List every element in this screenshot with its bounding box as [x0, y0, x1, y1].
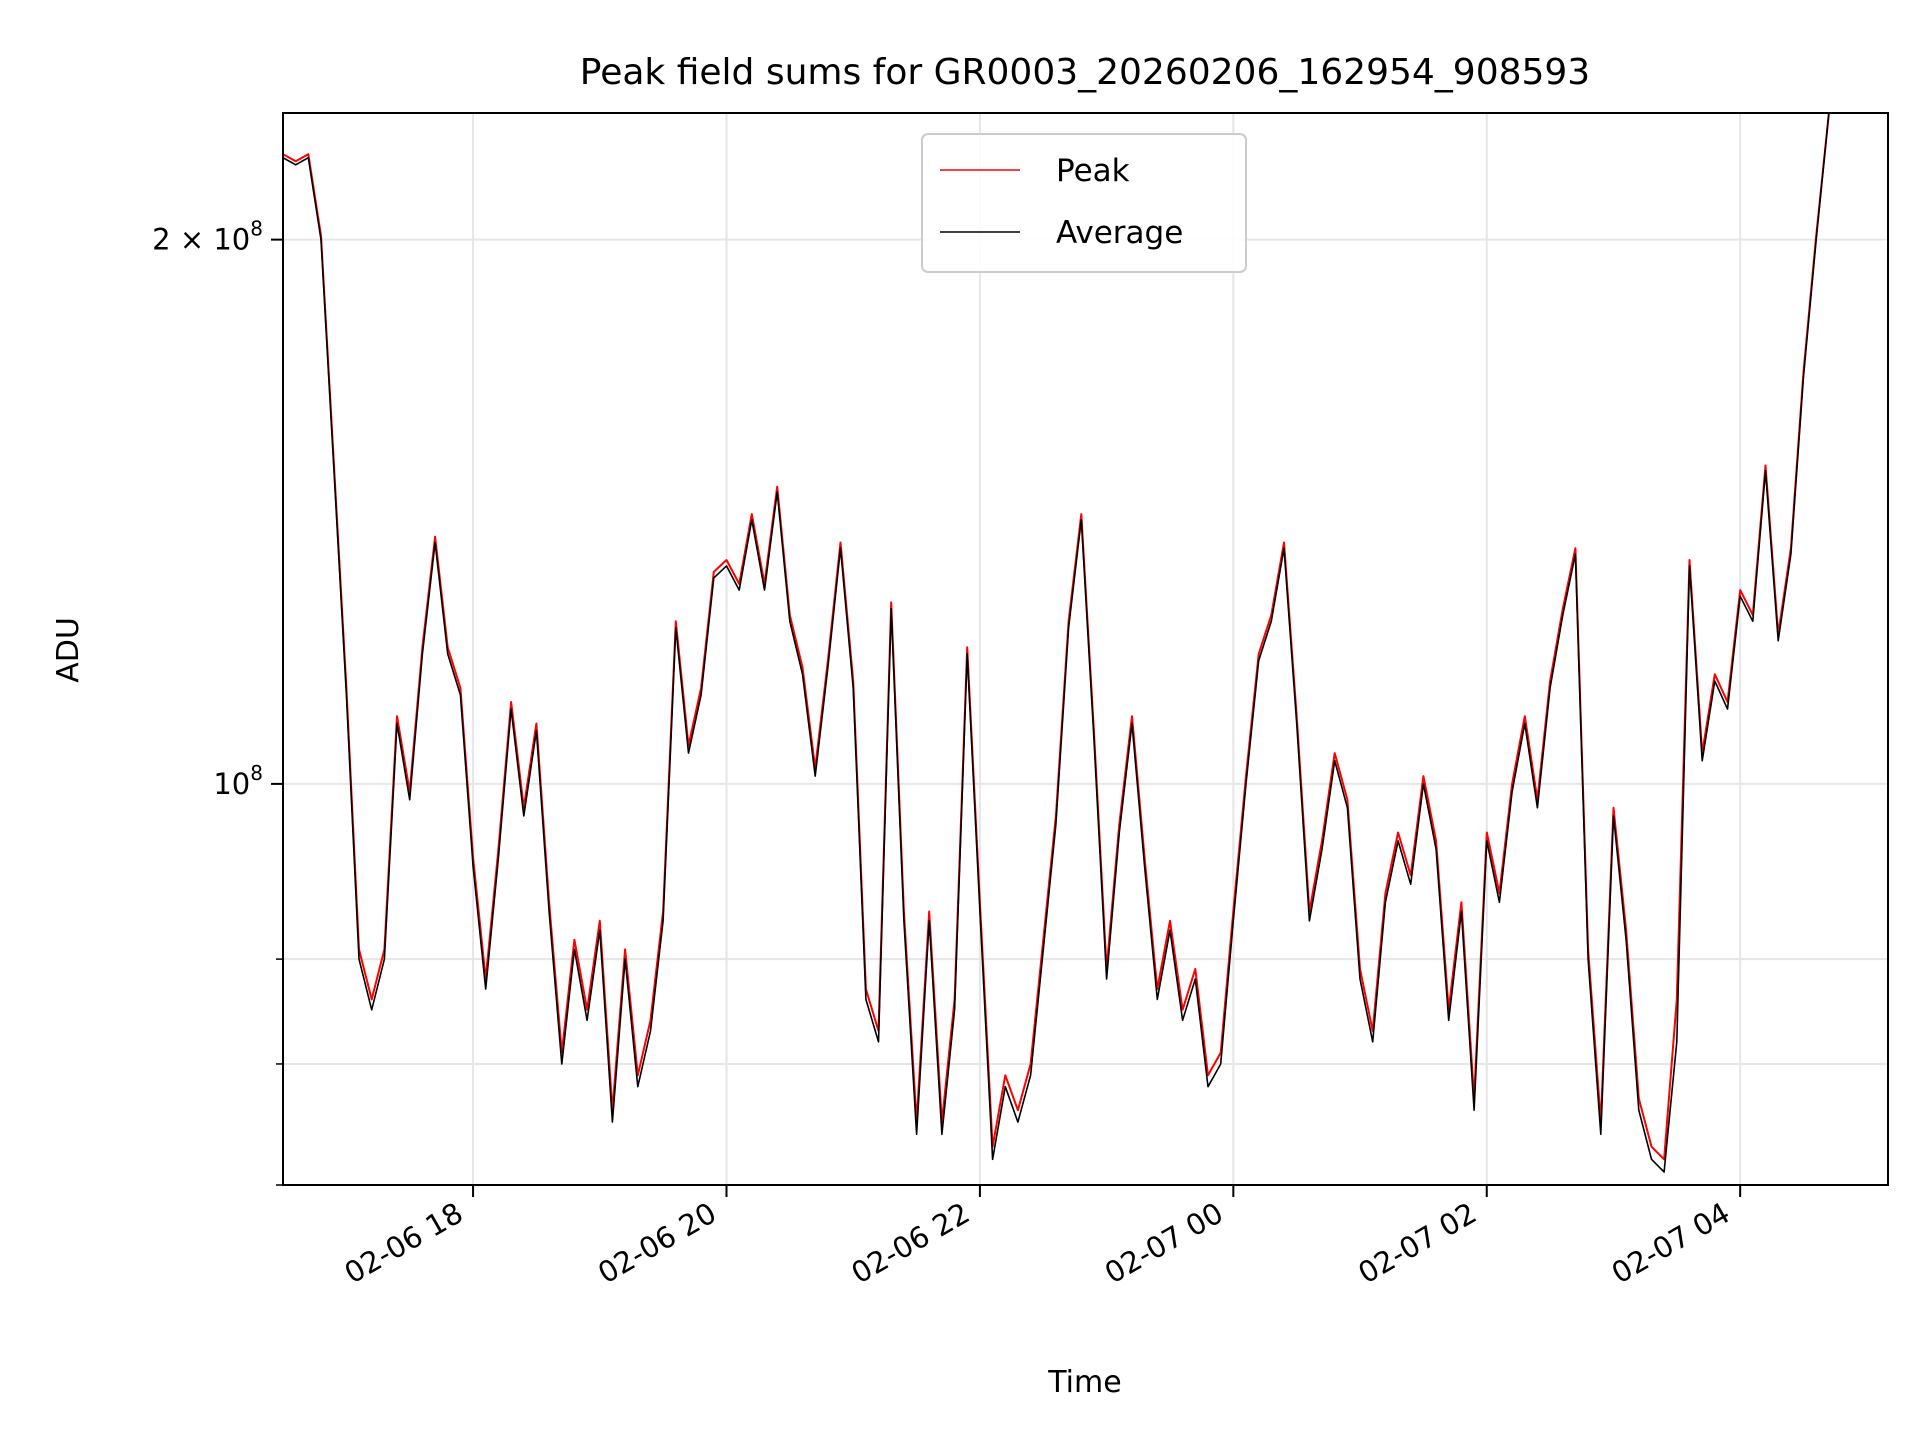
- legend-label-average: Average: [1056, 215, 1183, 251]
- series-line-average: [283, 113, 1842, 1173]
- x-axis-label: Time: [1047, 1365, 1121, 1400]
- legend-label-peak: Peak: [1056, 153, 1130, 189]
- legend-box: [921, 133, 1247, 273]
- y-tick-label: 2 × 108: [152, 217, 263, 257]
- series-layer: [283, 113, 1842, 1173]
- y-axis-label: ADU: [51, 617, 86, 683]
- chart-title: Peak field sums for GR0003_20260206_1629…: [580, 52, 1590, 93]
- plot-frame: [282, 112, 1889, 1186]
- y-tick-label: 108: [213, 761, 263, 801]
- legend: Peak Average: [921, 133, 1247, 273]
- y-axis: 108 2 × 108: [152, 217, 283, 1186]
